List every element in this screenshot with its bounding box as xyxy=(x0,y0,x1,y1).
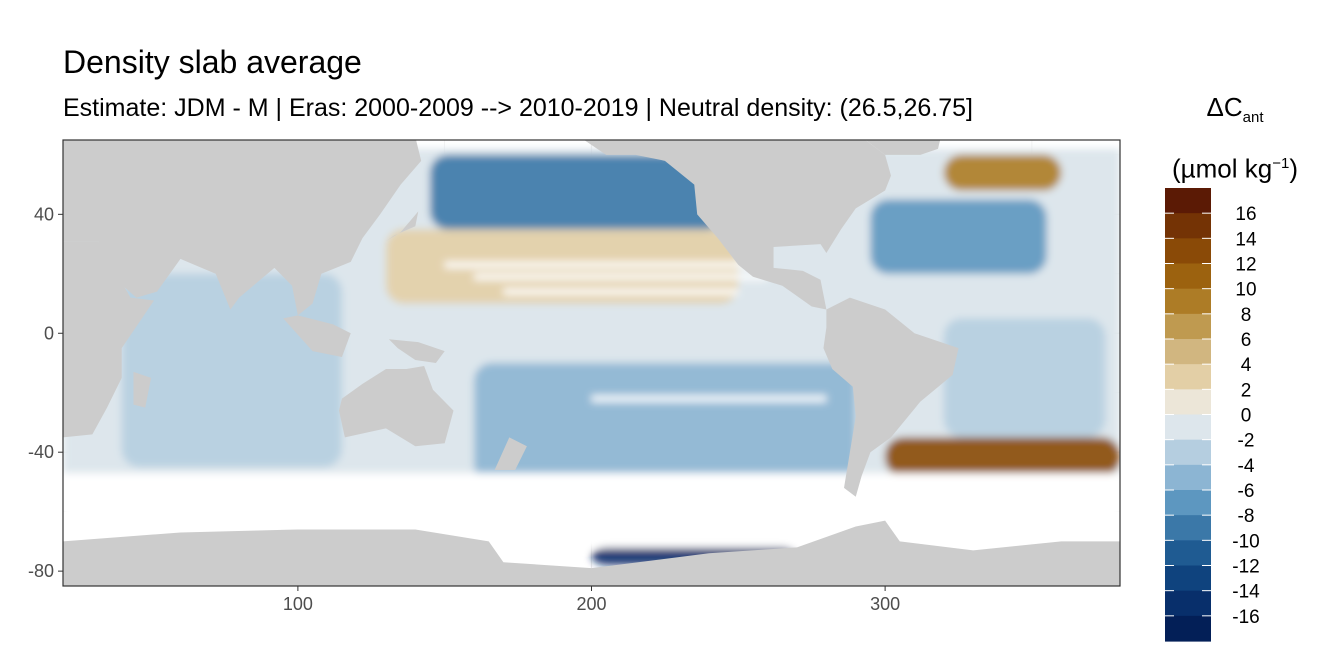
legend-swatch xyxy=(1165,339,1211,365)
legend-swatch xyxy=(1165,515,1211,541)
legend-swatch xyxy=(1165,364,1211,390)
legend-title: ΔCant (µmol kg−1) xyxy=(1160,84,1310,192)
no-data-streak xyxy=(591,395,827,403)
region-equatorial-pacific xyxy=(385,303,827,363)
color-legend: 16 14 12 10 8 6 4 2 0 -2 -4 -6 -8 -10 -12 -14 -16 xyxy=(1165,188,1260,642)
legend-unit-open: (µmol kg xyxy=(1172,153,1273,184)
x-tick-label: 100 xyxy=(283,594,313,614)
south-america-land xyxy=(823,297,959,497)
legend-label: -8 xyxy=(1238,506,1255,527)
legend-title-main: ΔC xyxy=(1206,92,1243,122)
australia-land xyxy=(338,365,454,447)
no-data-streak xyxy=(503,288,739,296)
y-tick-label: 40 xyxy=(34,204,54,224)
japan-land xyxy=(385,211,419,242)
legend-label: -14 xyxy=(1232,582,1260,603)
region-south-atlantic-argentine xyxy=(885,437,1120,476)
land-mask xyxy=(63,140,1120,586)
legend-label: -6 xyxy=(1238,481,1255,502)
legend-label: -2 xyxy=(1238,431,1255,452)
legend-label: 4 xyxy=(1241,355,1252,376)
new-guinea-land xyxy=(388,339,445,363)
legend-label: 0 xyxy=(1241,406,1252,427)
legend-swatch xyxy=(1165,590,1211,617)
region-north-atlantic xyxy=(870,199,1047,274)
greenland-land xyxy=(865,140,941,155)
legend-label: -10 xyxy=(1232,531,1259,552)
x-tick-label: 200 xyxy=(576,594,606,614)
legend-swatch xyxy=(1165,213,1211,239)
legend-label: 6 xyxy=(1241,330,1252,351)
region-south-pacific xyxy=(474,363,856,482)
legend-label: -16 xyxy=(1232,607,1259,628)
north-america-land xyxy=(584,140,891,310)
legend-swatch xyxy=(1165,238,1211,265)
new-zealand-land xyxy=(494,437,527,471)
y-tick-label: -80 xyxy=(28,561,54,581)
legend-swatch xyxy=(1165,565,1211,592)
africa-land xyxy=(63,241,155,438)
legend-unit-close: ) xyxy=(1289,153,1298,184)
legend-label: 10 xyxy=(1235,280,1256,301)
legend-unit-superscript: −1 xyxy=(1272,155,1290,173)
legend-swatch xyxy=(1165,414,1211,441)
legend-swatch xyxy=(1165,313,1211,340)
x-tick-label: 300 xyxy=(870,594,900,614)
madagascar-land xyxy=(133,371,152,408)
eurasia-land xyxy=(63,140,422,316)
legend-label: 14 xyxy=(1235,229,1257,250)
legend-label: 2 xyxy=(1241,380,1252,401)
legend-swatch xyxy=(1165,288,1211,315)
y-tick-label: 0 xyxy=(44,323,54,343)
legend-swatch xyxy=(1165,490,1211,516)
legend-title-subscript: ant xyxy=(1242,109,1264,127)
legend-label: -4 xyxy=(1238,456,1255,477)
legend-swatch xyxy=(1165,439,1211,466)
chart-subtitle: Estimate: JDM - M | Eras: 2000-2009 --> … xyxy=(63,94,973,122)
legend-label: -12 xyxy=(1232,557,1259,578)
no-data-streak xyxy=(444,261,753,269)
ocean-field xyxy=(63,148,1120,566)
antarctica-land xyxy=(63,520,1120,586)
legend-swatch xyxy=(1165,188,1211,214)
legend-swatch xyxy=(1165,464,1211,491)
legend-swatch xyxy=(1165,263,1211,290)
legend-swatch xyxy=(1165,389,1211,416)
region-north-pacific-subpolar xyxy=(430,154,724,230)
no-data-streak xyxy=(474,273,768,281)
legend-label: 16 xyxy=(1235,204,1256,225)
legend-swatch xyxy=(1165,540,1211,567)
y-tick-label: -40 xyxy=(28,442,54,462)
chart-title: Density slab average xyxy=(63,44,362,80)
legend-label: 12 xyxy=(1235,255,1256,276)
region-subpolar-north-atlantic xyxy=(943,154,1062,191)
legend-label: 8 xyxy=(1241,305,1252,326)
indonesia-land xyxy=(283,315,351,358)
legend-swatch xyxy=(1165,615,1211,642)
region-south-atlantic xyxy=(943,318,1106,438)
